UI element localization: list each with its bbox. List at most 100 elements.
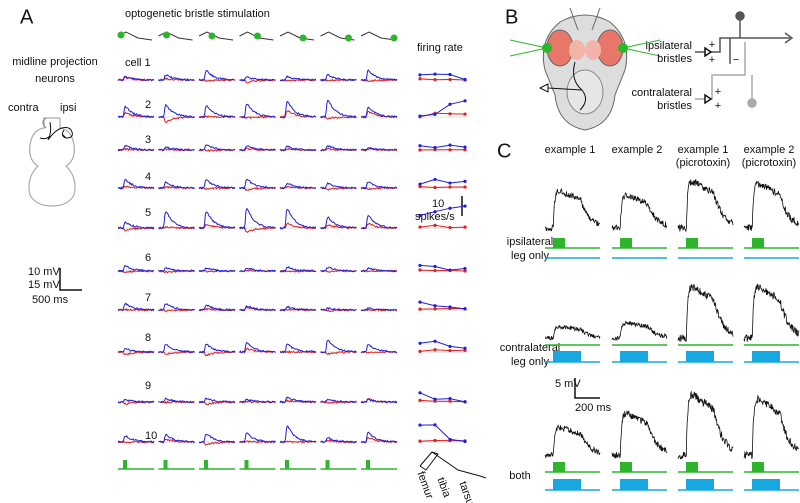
firing-rate-line (419, 73, 466, 80)
trace-ipsi (239, 267, 276, 273)
firing-rate-point (448, 143, 452, 147)
stim-pulse (686, 462, 698, 472)
firing-rate-point (463, 204, 467, 208)
firing-rate-point (418, 182, 422, 186)
trace-ipsi (279, 100, 316, 119)
voltage-trace (544, 424, 601, 459)
cell-label: 2 (145, 99, 151, 111)
cell-label: 5 (145, 207, 151, 219)
circuit-label: ipsilateral (646, 40, 692, 52)
firing-rate-point (448, 72, 452, 77)
trace-contra (117, 307, 155, 312)
firing-rate-line (419, 186, 465, 189)
stim-pulse (244, 460, 249, 469)
firing-rate-point (418, 423, 422, 427)
circuit-label: bristles (657, 53, 692, 65)
firing-rate-point (418, 144, 422, 148)
stimulation-spot (345, 34, 352, 42)
firing-rate-point (433, 78, 437, 82)
circuit-sign: + (709, 54, 715, 66)
scale-bar (59, 268, 82, 291)
firing-rate-point (463, 269, 467, 273)
cell-label: 3 (145, 134, 151, 146)
row-label: leg only (511, 250, 549, 262)
scale-label: 10 mV (28, 266, 60, 278)
column-header: example 1 (678, 144, 729, 156)
trace-contra (198, 440, 236, 446)
stimulation-title: optogenetic bristle stimulation (125, 8, 270, 20)
fly-head-diagram (509, 7, 661, 131)
firing-rate-point (418, 225, 422, 229)
leg-part-label: tibia (434, 476, 452, 500)
trace-contra (279, 350, 317, 354)
firing-rate-point (418, 77, 422, 81)
trace-ipsi (117, 144, 155, 152)
trace-contra (117, 269, 155, 274)
trace-ipsi (361, 398, 398, 404)
firing-rate-point (433, 397, 437, 401)
trace-ipsi (239, 103, 276, 119)
firing-rate-point (448, 185, 452, 189)
voltage-trace (677, 283, 734, 342)
rate-scale-label: 10 (432, 198, 444, 210)
column-header: (picrotoxin) (676, 157, 730, 169)
stim-pulse (285, 460, 289, 469)
cell-label: 6 (145, 252, 151, 264)
trace-ipsi (320, 99, 357, 119)
circuit-sign: − (733, 54, 739, 66)
firing-rate-point (463, 145, 467, 149)
trace-ipsi (118, 221, 155, 230)
firing-rate-line (419, 301, 466, 310)
trace-ipsi (320, 339, 357, 354)
trace-ipsi (117, 264, 155, 273)
firing-rate-point (418, 300, 422, 304)
firing-rate-point (418, 268, 422, 272)
firing-rate-line (419, 178, 466, 185)
firing-rate-point (433, 112, 437, 116)
voltage-trace (677, 179, 734, 232)
trace-ipsi (320, 306, 357, 312)
firing-rate-point (433, 185, 437, 190)
firing-rate-line (419, 144, 466, 149)
stim-pulse (620, 479, 648, 490)
trace-ipsi (198, 179, 236, 190)
firing-rate-point (433, 177, 437, 182)
trace-ipsi (198, 105, 236, 119)
circuit-label: bristles (657, 100, 692, 112)
trace-ipsi (158, 180, 195, 190)
leg-icon (431, 451, 487, 479)
trace-contra (198, 223, 236, 230)
row-label: leg only (511, 356, 549, 368)
firing-rate-line (419, 307, 466, 310)
firing-rate-line (419, 399, 466, 403)
trace-ipsi (117, 302, 155, 312)
firing-rate-point (418, 398, 422, 402)
voltage-trace (743, 180, 800, 231)
trace-ipsi (320, 266, 357, 273)
trace-ipsi (198, 144, 236, 152)
stimulation-spot (117, 31, 125, 39)
circuit-sign: + (709, 39, 715, 51)
stim-pulse (204, 460, 208, 469)
firing-rate-point (433, 307, 437, 311)
firing-rate-point (463, 307, 467, 311)
neuron-title: neurons (35, 73, 75, 85)
trace-ipsi (158, 211, 195, 230)
leg-icon (360, 31, 396, 41)
stim-pulse (553, 462, 565, 472)
stim-pulse (752, 238, 764, 248)
leg-icon (158, 31, 193, 41)
trace-ipsi (360, 214, 398, 229)
trace-ipsi (360, 267, 398, 273)
trace-contra (239, 226, 276, 234)
firing-rate-point (433, 264, 437, 269)
firing-rate-point (463, 225, 467, 229)
trace-ipsi (198, 304, 236, 312)
firing-rate-point (418, 349, 422, 353)
trace-ipsi (239, 398, 276, 404)
cell-label: 7 (145, 292, 151, 304)
circuit-sign: + (715, 100, 721, 112)
firing-rate-point (448, 396, 452, 401)
leg-icon (239, 31, 274, 41)
firing-rate-point (418, 114, 422, 118)
